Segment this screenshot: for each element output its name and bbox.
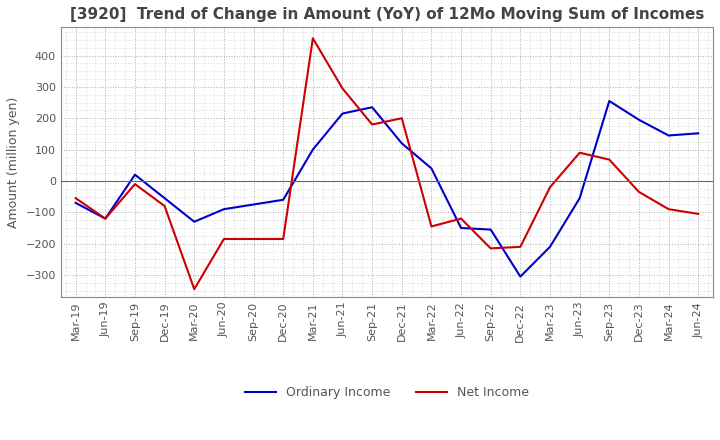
Ordinary Income	[487, 227, 495, 232]
Title: [3920]  Trend of Change in Amount (YoY) of 12Mo Moving Sum of Incomes: [3920] Trend of Change in Amount (YoY) o…	[70, 7, 704, 22]
Ordinary Income	[575, 195, 584, 201]
Net Income	[368, 122, 377, 127]
Ordinary Income	[71, 200, 80, 205]
Net Income	[338, 86, 347, 91]
Ordinary Income	[427, 166, 436, 171]
Net Income	[694, 211, 703, 216]
Net Income	[575, 150, 584, 155]
Net Income	[456, 216, 465, 221]
Ordinary Income	[605, 99, 613, 104]
Net Income	[665, 206, 673, 212]
Net Income	[546, 185, 554, 190]
Net Income	[634, 189, 643, 194]
Net Income	[220, 236, 228, 242]
Net Income	[249, 236, 258, 242]
Ordinary Income	[665, 133, 673, 138]
Ordinary Income	[546, 244, 554, 249]
Ordinary Income	[279, 197, 287, 202]
Net Income	[71, 195, 80, 201]
Net Income	[161, 203, 169, 209]
Ordinary Income	[220, 206, 228, 212]
Net Income	[190, 286, 199, 292]
Ordinary Income	[368, 105, 377, 110]
Ordinary Income	[309, 147, 318, 152]
Net Income	[279, 236, 287, 242]
Ordinary Income	[338, 111, 347, 116]
Ordinary Income	[456, 225, 465, 231]
Line: Net Income: Net Income	[76, 38, 698, 289]
Ordinary Income	[101, 216, 109, 221]
Net Income	[101, 216, 109, 221]
Net Income	[516, 244, 525, 249]
Ordinary Income	[694, 131, 703, 136]
Ordinary Income	[397, 141, 406, 146]
Ordinary Income	[634, 117, 643, 122]
Net Income	[309, 36, 318, 41]
Legend: Ordinary Income, Net Income: Ordinary Income, Net Income	[240, 381, 534, 404]
Net Income	[427, 224, 436, 229]
Net Income	[397, 116, 406, 121]
Net Income	[605, 157, 613, 162]
Ordinary Income	[190, 219, 199, 224]
Y-axis label: Amount (million yen): Amount (million yen)	[7, 96, 20, 228]
Net Income	[130, 181, 139, 187]
Ordinary Income	[249, 202, 258, 207]
Line: Ordinary Income: Ordinary Income	[76, 101, 698, 277]
Ordinary Income	[161, 195, 169, 201]
Net Income	[487, 246, 495, 251]
Ordinary Income	[130, 172, 139, 177]
Ordinary Income	[516, 274, 525, 279]
